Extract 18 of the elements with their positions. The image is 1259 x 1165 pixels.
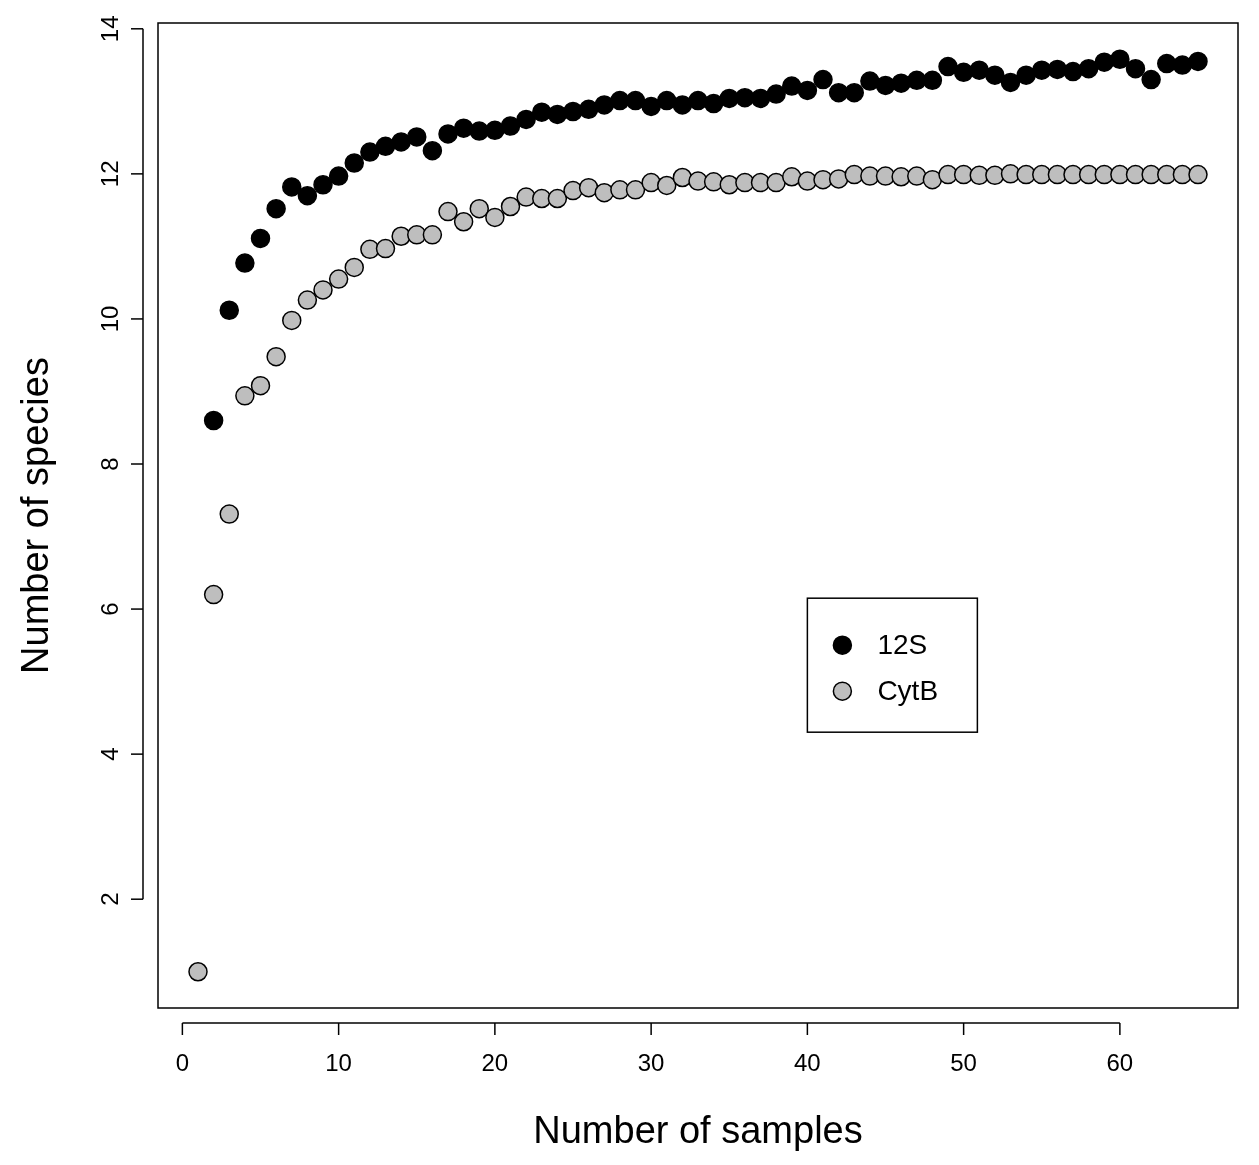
legend-label: CytB [877, 675, 939, 707]
x-tick-label: 10 [325, 1049, 352, 1076]
x-tick-label: 50 [950, 1049, 977, 1076]
x-tick-label: 0 [175, 1049, 190, 1076]
x-tick-label: 60 [1106, 1049, 1134, 1076]
y-tick-label: 4 [96, 747, 123, 761]
x-tick-label: 30 [637, 1049, 665, 1076]
x-axis-title: Number of samples [533, 1109, 863, 1151]
x-tick-label: 20 [481, 1049, 509, 1076]
y-tick-label: 2 [96, 892, 123, 906]
y-tick-label: 12 [96, 160, 123, 188]
y-tick-label: 6 [96, 602, 123, 616]
y-axis-title: Number of species [14, 357, 56, 674]
x-tick-label: 40 [794, 1049, 821, 1076]
y-tick-label: 14 [96, 15, 123, 43]
y-tick-label: 8 [96, 457, 123, 471]
legend-label: 12S [877, 629, 928, 661]
y-tick-label: 10 [96, 305, 123, 333]
